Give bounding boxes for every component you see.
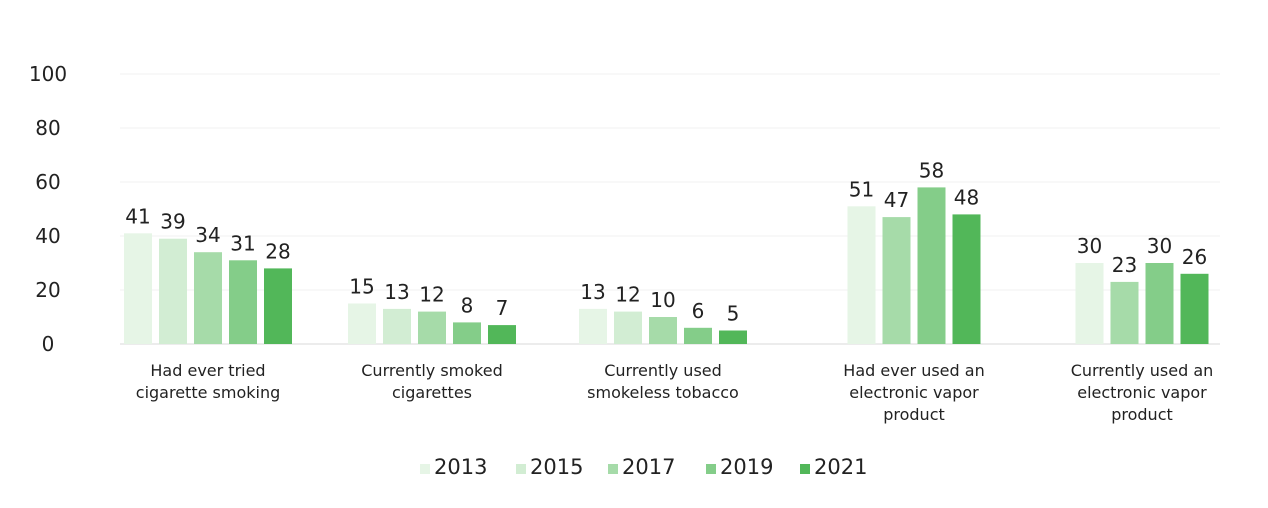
data-label: 7 [496,296,509,320]
data-label: 47 [884,188,909,212]
data-label: 10 [650,288,675,312]
legend-swatch-2013 [420,464,430,474]
data-label: 13 [580,280,605,304]
data-label: 23 [1112,253,1137,277]
y-tick-label: 100 [29,62,67,86]
bar-2021-cat-5 [1180,273,1209,344]
bar-2019-cat-1 [229,260,257,344]
data-label: 34 [195,223,220,247]
bar-2021-cat-4 [952,214,981,344]
data-label: 30 [1077,234,1102,258]
data-label: 39 [160,210,185,234]
data-label: 8 [461,293,474,317]
data-label: 30 [1147,234,1172,258]
y-tick-label: 80 [35,116,60,140]
bar-2021-cat-3 [719,330,747,344]
legend-label-2021: 2021 [814,455,867,479]
legend-label-2019: 2019 [720,455,773,479]
y-tick-label: 0 [42,332,55,356]
data-label: 5 [727,302,740,326]
bar-2017-cat-4 [882,217,911,344]
data-label: 6 [692,299,705,323]
bar-2017-cat-1 [194,252,222,344]
bar-2019-cat-4 [917,187,946,344]
data-label: 12 [615,283,640,307]
data-label: 15 [349,275,374,299]
bar-2021-cat-2 [488,325,516,344]
bar-2015-cat-3 [614,311,642,344]
data-label: 58 [919,158,944,182]
data-label: 31 [230,231,255,255]
data-label: 12 [419,283,444,307]
bar-2013-cat-1 [124,233,152,344]
category-label: Had ever used an electronic vapor product [843,361,984,424]
legend-label-2013: 2013 [434,455,487,479]
y-tick-label: 60 [35,170,60,194]
bar-2021-cat-1 [264,268,292,344]
y-tick-label: 20 [35,278,60,302]
legend-swatch-2015 [516,464,526,474]
category-label: Had ever tried cigarette smoking [136,361,280,402]
bar-2017-cat-5 [1110,281,1139,344]
category-label: Currently smoked cigarettes [361,361,503,402]
bar-2013-cat-5 [1075,263,1104,344]
bar-2019-cat-3 [684,327,712,344]
bar-2013-cat-2 [348,303,376,344]
bar-2015-cat-2 [383,308,411,344]
legend-swatch-2019 [706,464,716,474]
bar-2013-cat-3 [579,308,607,344]
data-label: 28 [265,239,290,263]
bar-2013-cat-4 [847,206,876,344]
bar-2017-cat-2 [418,311,446,344]
bar-2017-cat-3 [649,317,677,344]
y-tick-label: 40 [35,224,60,248]
bar-2015-cat-1 [159,238,187,344]
legend-label-2017: 2017 [622,455,675,479]
bar-2019-cat-2 [453,322,481,344]
category-label: Currently used smokeless tobacco [587,361,739,402]
data-label: 48 [954,185,979,209]
bar-2019-cat-5 [1145,263,1174,344]
data-label: 41 [125,204,150,228]
data-label: 26 [1182,245,1207,269]
data-label: 13 [384,280,409,304]
legend-swatch-2017 [608,464,618,474]
legend-swatch-2021 [800,464,810,474]
data-label: 51 [849,177,874,201]
category-label: Currently used an electronic vapor product [1071,361,1214,424]
legend-label-2015: 2015 [530,455,583,479]
